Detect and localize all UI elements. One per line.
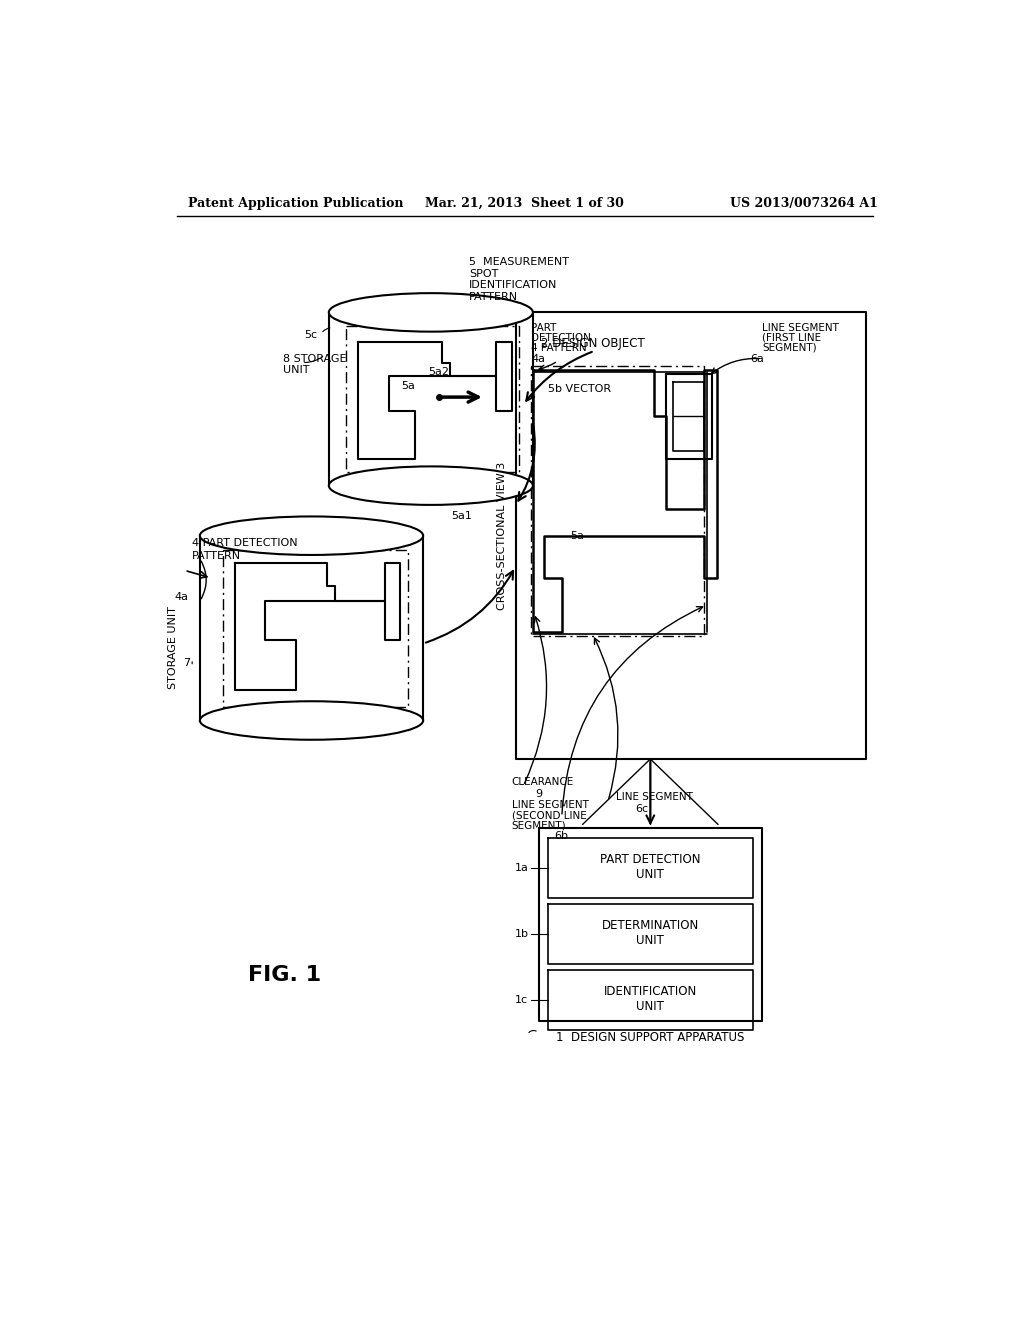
Ellipse shape: [329, 293, 532, 331]
Text: FIG. 1: FIG. 1: [248, 965, 322, 985]
Text: 4 PART DETECTION: 4 PART DETECTION: [193, 539, 298, 548]
Text: PART: PART: [531, 323, 556, 333]
Text: 8 STORAGE: 8 STORAGE: [283, 354, 346, 363]
Text: LINE SEGMENT: LINE SEGMENT: [512, 800, 589, 810]
Text: PART DETECTION: PART DETECTION: [600, 853, 700, 866]
Text: DETERMINATION: DETERMINATION: [602, 919, 699, 932]
Text: 5a2: 5a2: [428, 367, 450, 378]
Ellipse shape: [329, 466, 532, 506]
Text: DETECTION: DETECTION: [531, 333, 591, 343]
Text: 6c: 6c: [635, 804, 648, 814]
Text: PATTERN: PATTERN: [193, 550, 242, 561]
Text: US 2013/0073264 A1: US 2013/0073264 A1: [729, 197, 878, 210]
Text: 6b: 6b: [554, 832, 568, 841]
Text: 5c: 5c: [304, 330, 317, 341]
Text: 6a: 6a: [751, 354, 764, 363]
Text: UNIT: UNIT: [636, 1001, 665, 1014]
Text: SPOT: SPOT: [469, 269, 499, 279]
Text: 1c: 1c: [515, 995, 528, 1005]
Text: UNIT: UNIT: [636, 935, 665, 948]
Text: LINE SEGMENT: LINE SEGMENT: [615, 792, 692, 803]
Text: 2 DESIGN OBJECT: 2 DESIGN OBJECT: [541, 337, 644, 350]
Text: 1  DESIGN SUPPORT APPARATUS: 1 DESIGN SUPPORT APPARATUS: [556, 1031, 744, 1044]
Text: 4 PATTERN: 4 PATTERN: [531, 343, 587, 352]
Text: SEGMENT): SEGMENT): [512, 820, 566, 830]
Text: (FIRST LINE: (FIRST LINE: [762, 333, 821, 343]
Ellipse shape: [200, 516, 423, 554]
Text: 7: 7: [183, 657, 190, 668]
Text: CROSS-SECTIONAL VIEW 3: CROSS-SECTIONAL VIEW 3: [497, 462, 507, 610]
Text: 5a1: 5a1: [452, 511, 472, 521]
Text: 5a: 5a: [570, 531, 584, 541]
Text: 1b: 1b: [515, 929, 528, 939]
Text: CLEARANCE: CLEARANCE: [512, 777, 574, 787]
Text: 4a: 4a: [531, 354, 545, 363]
Text: IDENTIFICATION: IDENTIFICATION: [604, 985, 697, 998]
Text: Mar. 21, 2013  Sheet 1 of 30: Mar. 21, 2013 Sheet 1 of 30: [425, 197, 625, 210]
Text: SEGMENT): SEGMENT): [762, 343, 816, 352]
Text: UNIT: UNIT: [636, 869, 665, 880]
Text: (SECOND LINE: (SECOND LINE: [512, 810, 587, 820]
Text: UNIT: UNIT: [283, 366, 309, 375]
Ellipse shape: [200, 701, 423, 739]
Text: 1a: 1a: [515, 862, 528, 873]
Text: LINE SEGMENT: LINE SEGMENT: [762, 323, 839, 333]
Text: Patent Application Publication: Patent Application Publication: [188, 197, 403, 210]
Text: 5b VECTOR: 5b VECTOR: [548, 384, 611, 395]
Text: PATTERN: PATTERN: [469, 292, 518, 302]
Text: 4a: 4a: [174, 593, 188, 602]
Text: STORAGE UNIT: STORAGE UNIT: [168, 606, 178, 689]
Text: 5a: 5a: [400, 380, 415, 391]
Text: 9: 9: [535, 788, 542, 799]
Text: IDENTIFICATION: IDENTIFICATION: [469, 280, 558, 290]
Text: 5  MEASUREMENT: 5 MEASUREMENT: [469, 257, 569, 268]
